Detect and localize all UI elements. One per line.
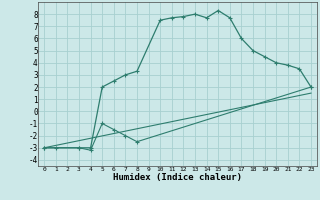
X-axis label: Humidex (Indice chaleur): Humidex (Indice chaleur) [113,173,242,182]
